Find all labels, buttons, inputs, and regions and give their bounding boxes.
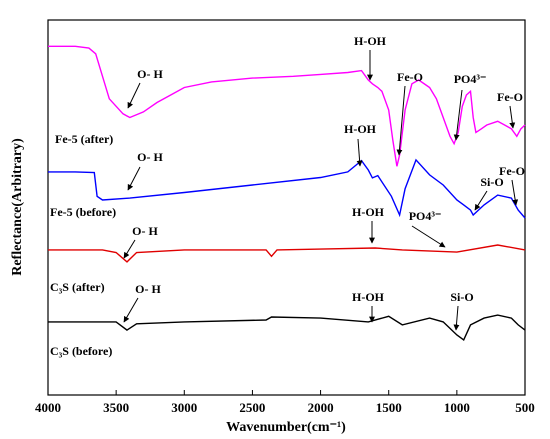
annotation-arrow (453, 89, 463, 141)
series-label: Fe-5 (before) (50, 205, 116, 219)
annotation: Fe-O (497, 90, 523, 104)
annotation: H-OH (354, 34, 387, 48)
annotation-arrow (123, 297, 139, 323)
annotation-arrow (127, 82, 141, 109)
annotation: H-OH (344, 122, 377, 136)
series-label: Fe-5 (after) (55, 132, 113, 146)
annotation-arrow (511, 179, 519, 206)
annotation-arrow (123, 239, 136, 259)
x-axis-label: Wavenumber(cm⁻¹) (226, 420, 346, 435)
series-label: C₃S (before) (50, 344, 112, 358)
spectrum-line (48, 314, 526, 341)
x-tick-label: 1000 (444, 400, 470, 415)
annotation: O- H (137, 150, 163, 164)
x-tick-label: 1500 (376, 400, 402, 415)
x-tick-label: 500 (515, 400, 535, 415)
annotation: H-OH (352, 205, 385, 219)
x-tick-label: 4000 (35, 400, 61, 415)
annotation: Fe-O (499, 164, 525, 178)
plot-frame (47, 19, 526, 396)
annotation-arrow (411, 225, 446, 248)
annotation-arrow (127, 166, 141, 191)
annotation-arrow (474, 190, 488, 211)
y-axis-label: Reflectance(Arbitrary) (10, 138, 25, 276)
annotation: O- H (137, 67, 163, 81)
annotation: Si-O (450, 290, 473, 304)
x-tick-label: 3000 (171, 400, 197, 415)
x-tick-label: 2000 (308, 400, 334, 415)
series-label: C₃S (after) (50, 280, 105, 294)
x-tick-label: 3500 (103, 400, 129, 415)
spectrum-line (48, 45, 526, 167)
spectrum-line (48, 244, 526, 263)
annotation-arrow (396, 85, 406, 156)
annotation-arrow (509, 105, 516, 129)
annotation: PO4³⁻ (409, 209, 442, 223)
annotation-arrow (356, 138, 363, 167)
annotation: Si-O (480, 175, 503, 189)
spectrum-line (48, 158, 526, 219)
annotation-arrow (453, 305, 460, 331)
annotation: H-OH (352, 290, 385, 304)
annotation: PO4³⁻ (454, 72, 487, 86)
annotation: O- H (132, 224, 158, 238)
annotation: Fe-O (397, 70, 423, 84)
annotation: O- H (135, 282, 161, 296)
x-tick-label: 2500 (239, 400, 265, 415)
